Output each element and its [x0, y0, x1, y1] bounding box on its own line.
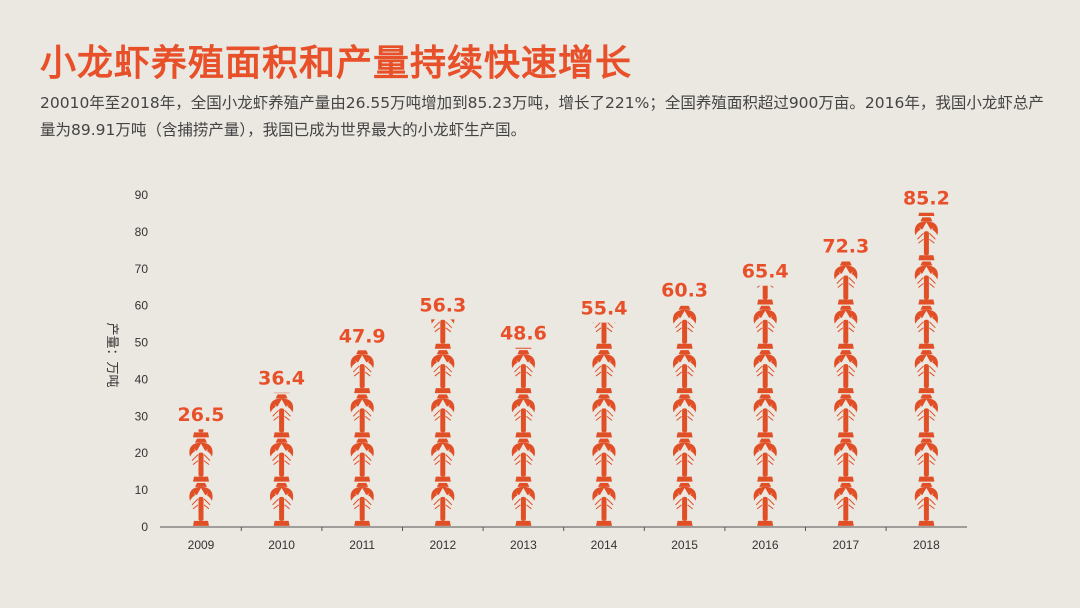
crayfish-icon	[350, 482, 375, 527]
bar-2016: 65.4 2016	[742, 261, 806, 552]
crayfish-icon	[269, 438, 294, 483]
crayfish-icon	[269, 482, 294, 527]
crayfish-icon	[833, 482, 858, 527]
crayfish-icon	[914, 349, 939, 394]
data-label: 85.2	[903, 188, 950, 210]
data-label: 60.3	[661, 280, 708, 302]
crayfish-icon	[833, 305, 858, 350]
crayfish-icon	[430, 438, 455, 483]
crayfish-icon	[591, 394, 617, 438]
y-tick-label: 10	[135, 483, 149, 497]
crayfish-icon	[672, 305, 697, 350]
crayfish-icon	[511, 482, 536, 527]
y-tick-label: 40	[135, 372, 149, 386]
page-subtitle: 20010年至2018年，全国小龙虾养殖产量由26.55万吨增加到85.23万吨…	[40, 94, 1044, 139]
crayfish-icon	[833, 261, 858, 306]
x-tick-label: 2014	[591, 538, 618, 552]
crayfish-icon	[833, 394, 858, 438]
x-tick-label: 2015	[671, 538, 698, 552]
y-tick-label: 70	[135, 262, 149, 276]
x-tick-label: 2011	[349, 538, 375, 552]
x-tick-label: 2013	[510, 538, 537, 552]
crayfish-icon	[511, 438, 536, 483]
crayfish-icon	[430, 394, 455, 438]
bar-2013: 48.6 2013	[500, 323, 565, 552]
crayfish-icon	[833, 438, 858, 483]
crayfish-icon	[753, 305, 778, 350]
y-tick-label: 60	[135, 299, 149, 313]
x-tick-label: 2017	[832, 538, 859, 552]
crayfish-icon	[591, 349, 617, 394]
x-tick-label: 2018	[913, 538, 940, 552]
x-tick-label: 2012	[429, 538, 456, 552]
y-tick-label: 80	[135, 225, 149, 239]
bar-2012: 56.3 2012	[419, 294, 484, 552]
crayfish-icon	[753, 394, 778, 438]
crayfish-icon	[188, 482, 214, 527]
crayfish-icon	[914, 217, 939, 261]
bar-2017: 72.3 2017	[822, 235, 887, 552]
crayfish-icon	[833, 349, 858, 394]
crayfish-icon	[350, 350, 375, 394]
data-label: 56.3	[419, 294, 466, 316]
crayfish-icon	[914, 482, 939, 527]
crayfish-icon	[672, 482, 697, 527]
crayfish-icon	[350, 438, 375, 483]
data-label: 47.9	[339, 325, 386, 347]
bar-2011: 47.9 2011	[339, 325, 403, 552]
crayfish-icon	[914, 305, 939, 350]
x-tick-label: 2009	[188, 538, 215, 552]
bar-2014: 55.4 2014	[581, 298, 645, 552]
data-label: 48.6	[500, 323, 547, 345]
data-label: 36.4	[258, 368, 305, 390]
crayfish-icon	[753, 482, 778, 527]
bar-2010: 36.4 2010	[258, 368, 323, 552]
crayfish-icon	[914, 394, 939, 438]
crayfish-icon	[753, 349, 778, 394]
crayfish-icon	[511, 349, 536, 394]
bar-2015: 60.3 2015	[661, 280, 726, 552]
x-tick-label: 2016	[752, 538, 779, 552]
crayfish-icon	[511, 394, 536, 438]
x-tick-label: 2010	[268, 538, 295, 552]
data-label: 65.4	[742, 261, 789, 283]
crayfish-icon	[672, 438, 697, 483]
crayfish-icon	[914, 438, 939, 483]
crayfish-icon	[430, 349, 455, 394]
y-axis-label: 产量：万吨	[104, 322, 119, 387]
page-title: 小龙虾养殖面积和产量持续快速增长	[40, 43, 633, 84]
y-tick-label: 20	[135, 446, 149, 460]
bar-2009: 26.5 2009	[178, 404, 242, 552]
y-tick-label: 50	[135, 336, 149, 350]
bar-2018: 85.2 2018	[903, 188, 950, 552]
crayfish-icon	[269, 394, 294, 438]
crayfish-icon	[672, 349, 697, 394]
crayfish-icon	[430, 482, 455, 527]
crayfish-icon	[753, 438, 778, 483]
y-tick-label: 90	[135, 188, 149, 202]
crayfish-icon	[591, 438, 617, 483]
crayfish-icon	[350, 394, 375, 438]
data-label: 72.3	[822, 235, 869, 257]
y-tick-label: 30	[135, 409, 149, 423]
crayfish-icon	[188, 438, 214, 483]
crayfish-icon	[591, 482, 617, 527]
data-label: 26.5	[178, 404, 225, 426]
crayfish-icon	[672, 394, 697, 438]
data-label: 55.4	[581, 298, 628, 320]
y-tick-label: 0	[141, 520, 148, 534]
crayfish-icon	[914, 261, 939, 306]
